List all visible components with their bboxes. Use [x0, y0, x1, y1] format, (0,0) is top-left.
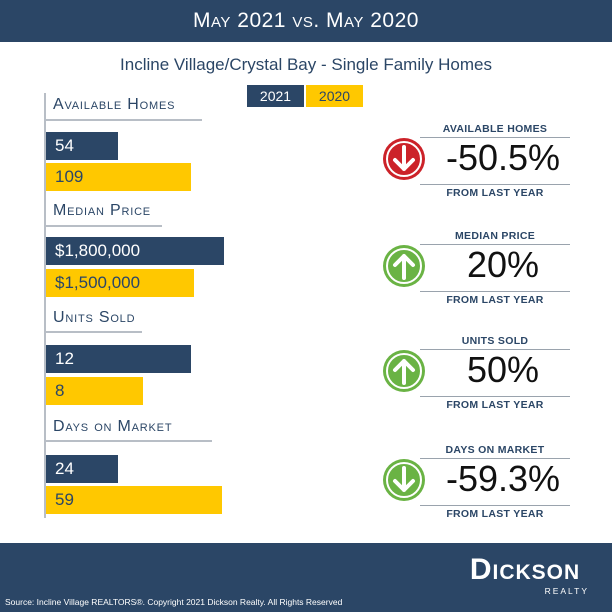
page-title: May 2021 vs. May 2020	[193, 9, 419, 32]
category-label-available-homes: Available Homes	[53, 96, 176, 113]
data-label-2021-days-on-market: 24	[55, 459, 74, 478]
stat-divider	[420, 349, 570, 350]
category-label-units-sold: Units Sold	[53, 309, 136, 326]
category-underline	[44, 225, 162, 227]
bar-2021-units-sold	[46, 345, 191, 373]
data-label-2021-available-homes: 54	[55, 136, 74, 155]
arrow-up-icon	[382, 244, 426, 288]
stat-footnote: FROM LAST YEAR	[446, 187, 544, 199]
bar-2021-days-on-market	[46, 455, 118, 483]
stat-divider	[420, 291, 570, 292]
stat-title: AVAILABLE HOMES	[442, 123, 548, 135]
arrow-down-icon	[382, 137, 426, 181]
legend-2020: 2020	[306, 85, 363, 107]
data-label-2020-median-price: $1,500,000	[55, 273, 141, 292]
data-label-2020-available-homes: 109	[55, 167, 84, 186]
footer-bar	[0, 543, 612, 612]
bar-2020-median-price	[46, 269, 194, 297]
category-underline	[44, 119, 202, 121]
stat-value: -50.5%	[445, 137, 561, 178]
stat-median-price: MEDIAN PRICE 20% FROM LAST YEAR	[380, 230, 580, 310]
stat-divider	[420, 244, 570, 245]
stat-value: 20%	[466, 244, 540, 285]
data-label-2020-days-on-market: 59	[55, 490, 74, 509]
stat-days-on-market: DAYS ON MARKET -59.3% FROM LAST YEAR	[380, 444, 580, 524]
chart-subtitle: Incline Village/Crystal Bay - Single Fam…	[120, 55, 492, 74]
chart-axis-line	[44, 93, 46, 518]
stat-footnote: FROM LAST YEAR	[446, 508, 544, 520]
stat-title: DAYS ON MARKET	[445, 444, 545, 456]
arrow-up-icon	[382, 349, 426, 393]
category-underline	[44, 440, 212, 442]
header-bar	[0, 0, 612, 42]
brand-logo: Dickson	[469, 553, 581, 586]
data-label-2020-units-sold: 8	[55, 381, 65, 400]
stat-units-sold: UNITS SOLD 50% FROM LAST YEAR	[380, 335, 580, 415]
stat-divider	[420, 505, 570, 506]
legend-2021: 2021	[247, 85, 304, 107]
data-label-2021-median-price: $1,800,000	[55, 241, 141, 260]
stat-available-homes: AVAILABLE HOMES -50.5% FROM LAST YEAR	[380, 123, 580, 203]
bar-2020-days-on-market	[46, 486, 222, 514]
brand-subtitle: REALTY	[544, 586, 589, 596]
source-note: Source: Incline Village REALTORS®. Copyr…	[5, 597, 343, 607]
bar-2021-available-homes	[46, 132, 118, 160]
category-label-median-price: Median Price	[53, 202, 151, 219]
stat-value: -59.3%	[445, 458, 561, 499]
arrow-down-icon	[382, 458, 426, 502]
data-label-2021-units-sold: 12	[55, 349, 74, 368]
bar-2021-median-price	[46, 237, 224, 265]
stat-divider	[420, 184, 570, 185]
stat-footnote: FROM LAST YEAR	[446, 399, 544, 411]
bar-2020-units-sold	[46, 377, 143, 405]
stat-divider	[420, 137, 570, 138]
stat-value: 50%	[466, 349, 540, 390]
stat-divider	[420, 396, 570, 397]
stat-footnote: FROM LAST YEAR	[446, 294, 544, 306]
category-underline	[44, 331, 142, 333]
stat-divider	[420, 458, 570, 459]
category-label-days-on-market: Days on Market	[53, 418, 173, 435]
stat-title: MEDIAN PRICE	[454, 230, 536, 242]
bar-2020-available-homes	[46, 163, 191, 191]
stat-title: UNITS SOLD	[461, 335, 529, 347]
